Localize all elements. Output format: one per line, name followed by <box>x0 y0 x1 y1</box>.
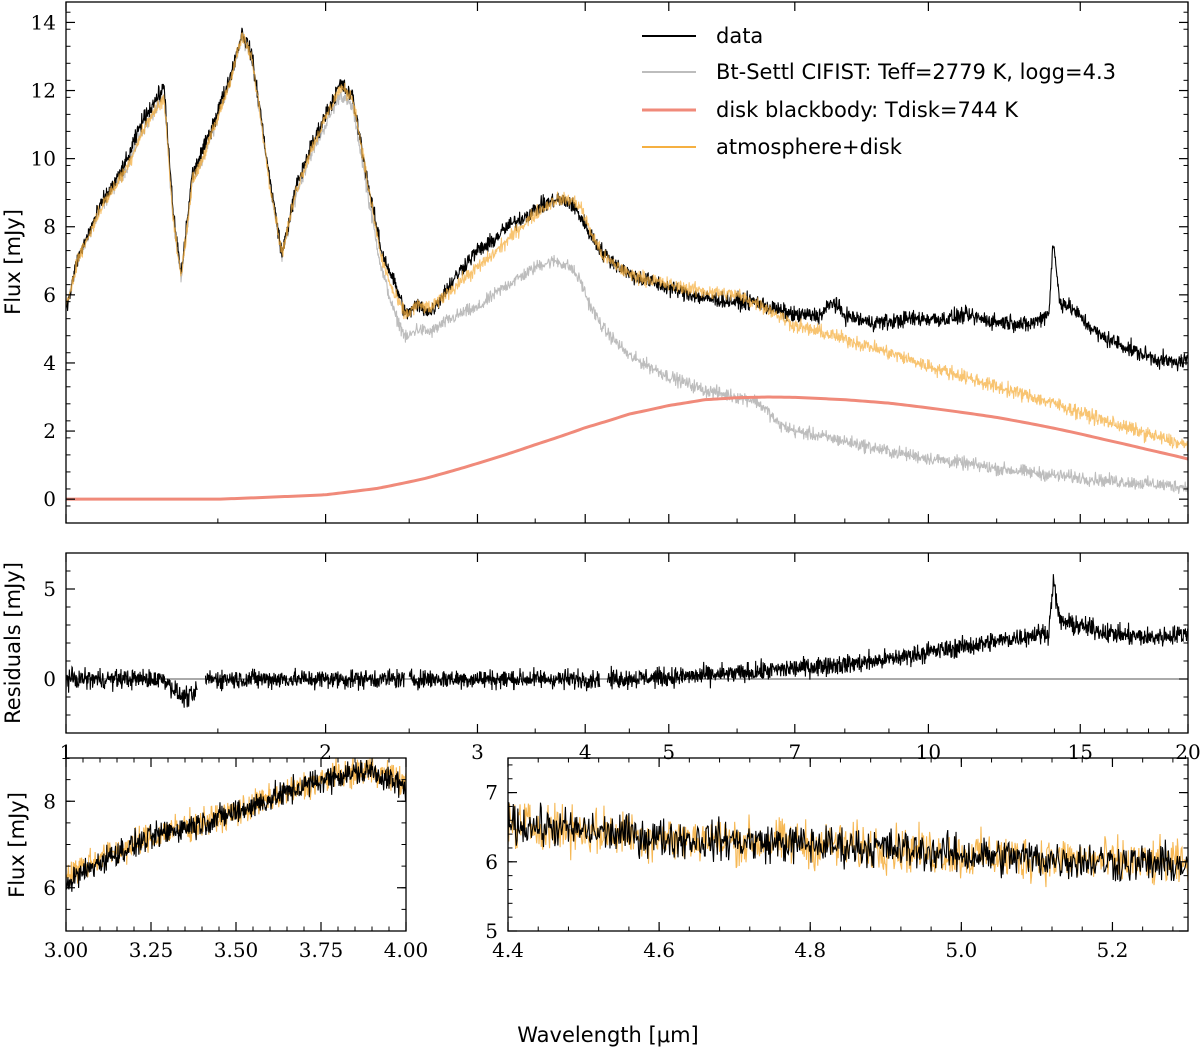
main-y-axis-label: Flux [mJy] <box>1 209 25 315</box>
y-tick-label: 6 <box>43 876 56 900</box>
zoom-right-panel: 5 6 7 4.4 4.6 4.8 5.0 5.2 <box>485 757 1189 962</box>
y-tick-label: 14 <box>31 10 56 34</box>
x-tick-label: 5 <box>662 740 675 764</box>
zoom-left-axes-frame <box>65 757 407 932</box>
legend-label-disk: disk blackbody: Tdisk=744 K <box>716 98 1019 122</box>
y-tick-label: 7 <box>485 781 498 805</box>
x-tick-label: 4 <box>579 740 592 764</box>
y-tick-label: 5 <box>43 577 56 601</box>
y-tick-label: 6 <box>43 283 56 307</box>
x-tick-label: 3.50 <box>214 938 259 962</box>
residuals-axes-frame <box>65 552 1189 734</box>
y-tick-label: 12 <box>31 79 56 103</box>
series-zoom-right-data <box>508 802 1188 883</box>
x-tick-label: 5.0 <box>945 938 977 962</box>
legend: data Bt-Settl CIFIST: Teff=2779 K, logg=… <box>642 24 1116 159</box>
legend-label-model: Bt-Settl CIFIST: Teff=2779 K, logg=4.3 <box>716 60 1116 84</box>
series-model <box>66 34 1188 496</box>
series-disk <box>66 395 1188 501</box>
y-tick-label: 5 <box>485 919 498 943</box>
legend-label-combined: atmosphere+disk <box>716 135 903 159</box>
legend-label-data: data <box>716 24 763 48</box>
x-tick-label: 4.4 <box>492 938 524 962</box>
y-tick-label: 6 <box>485 850 498 874</box>
residuals-y-axis-label: Residuals [mJy] <box>1 562 25 724</box>
x-tick-label: 7 <box>788 740 801 764</box>
shared-x-axis-label: Wavelength [μm] <box>517 1023 698 1047</box>
y-tick-label: 0 <box>43 667 56 691</box>
main-axes-frame <box>65 1 1189 524</box>
x-tick-label: 10 <box>916 740 941 764</box>
x-tick-label: 3.75 <box>299 938 344 962</box>
x-tick-label: 3 <box>471 740 484 764</box>
x-tick-label: 4.8 <box>794 938 826 962</box>
x-tick-label: 5.2 <box>1097 938 1129 962</box>
y-tick-label: 8 <box>43 215 56 239</box>
zoom-left-panel: 6 8 3.00 3.25 3.50 3.75 4.00 Flux [mJy] <box>5 757 429 962</box>
y-tick-label: 0 <box>43 487 56 511</box>
series-combined <box>66 32 1188 453</box>
series-residuals <box>66 574 1188 708</box>
y-tick-label: 8 <box>43 789 56 813</box>
residuals-panel: 051 2 3 4 5 7 10 15 20 Residuals [mJy] <box>1 552 1200 764</box>
y-tick-label: 4 <box>43 351 56 375</box>
x-tick-label: 3.25 <box>129 938 174 962</box>
series-zoom-left-data <box>66 759 406 892</box>
y-tick-label: 2 <box>43 419 56 443</box>
zoom-right-axes-frame <box>507 757 1189 932</box>
zoom-left-y-axis-label: Flux [mJy] <box>5 792 29 898</box>
y-tick-label: 10 <box>31 147 56 171</box>
main-flux-panel: 0 2 4 6 8 10 12 14 Flux [mJy] data Bt-Settl CIF… <box>1 1 1189 524</box>
x-tick-label: 4.00 <box>384 938 429 962</box>
x-tick-label: 3.00 <box>44 938 89 962</box>
x-tick-label: 4.6 <box>643 938 675 962</box>
x-tick-label: 15 <box>1068 740 1093 764</box>
